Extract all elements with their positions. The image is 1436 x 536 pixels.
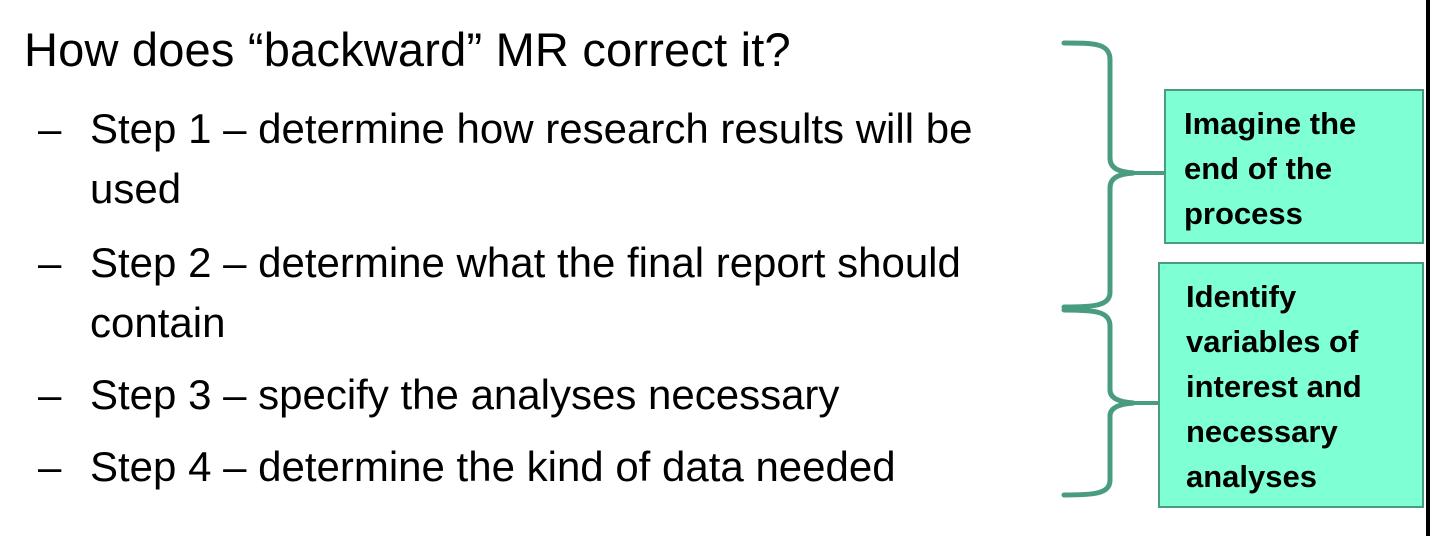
right-edge-rule [1426, 0, 1430, 536]
bullet-marker: – [38, 443, 62, 490]
bullet-text: Step 4 – determine the kind of data need… [90, 443, 896, 490]
bullet-marker: – [38, 239, 62, 286]
brace-bottom [1061, 307, 1135, 498]
bullet-text: Step 3 – specify the analyses necessary [90, 371, 840, 418]
bullet-step-1-continuation: used [90, 165, 182, 212]
bullet-text: Step 1 – determine how research results … [90, 105, 973, 152]
callout-line: analyses [1186, 459, 1317, 494]
callout-line: process [1184, 196, 1303, 231]
slide-title: How does “backward” MR correct it? [24, 23, 791, 76]
brace-top [1061, 40, 1135, 310]
callout-identify-variables: Identify variables of interest and neces… [1158, 262, 1424, 508]
bullet-marker: – [38, 371, 62, 418]
callout-line: Imagine the [1184, 106, 1357, 141]
bullet-step-2-continuation: contain [90, 299, 226, 346]
callout-line: variables of [1186, 324, 1359, 359]
callout-line: end of the [1184, 151, 1333, 186]
bullet-text: Step 2 – determine what the final report… [90, 239, 961, 286]
callout-imagine-end: Imagine the end of the process [1164, 89, 1424, 244]
callout-line: interest and [1186, 369, 1362, 404]
callout-line: necessary [1186, 414, 1338, 449]
callout-line: Identify [1186, 279, 1297, 314]
bullet-marker: – [38, 105, 62, 152]
